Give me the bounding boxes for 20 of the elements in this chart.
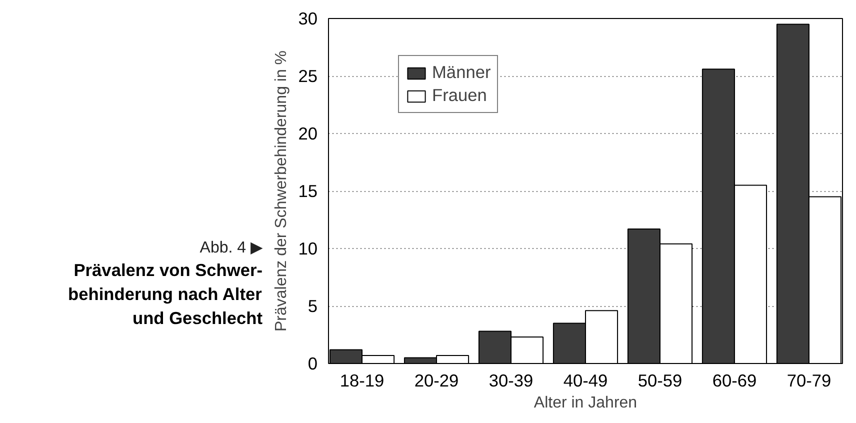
y-tick-label: 10 — [298, 238, 318, 258]
x-axis-title: Alter in Jahren — [534, 394, 638, 412]
y-tick-label: 5 — [308, 296, 318, 316]
legend-label: Männer — [432, 62, 491, 83]
y-tick-label: 30 — [298, 8, 318, 28]
caption: Abb. 4 ▶ — [200, 240, 264, 257]
x-tick-label: 20-29 — [414, 370, 459, 390]
y-axis-title: Prävalenz der Schwerbehinderung in % — [273, 50, 290, 332]
y-tick-label: 15 — [298, 181, 318, 201]
x-tick-label: 50-59 — [638, 370, 682, 390]
x-tick-label: 40-49 — [563, 370, 608, 390]
x-tick-label: 60-69 — [712, 370, 757, 390]
y-tick-label: 20 — [298, 124, 318, 144]
y-tick-label: 25 — [298, 66, 318, 86]
x-tick-label: 18-19 — [340, 370, 384, 390]
text: Prävalenz von Schwer- behinderung nach Alter und Geschlecht — [68, 260, 263, 328]
legend-label: Frauen — [432, 85, 487, 106]
y-tick-label: 0 — [308, 354, 318, 374]
x-tick-label: 30-39 — [488, 370, 534, 390]
x-tick-label: 70-79 — [786, 370, 832, 390]
